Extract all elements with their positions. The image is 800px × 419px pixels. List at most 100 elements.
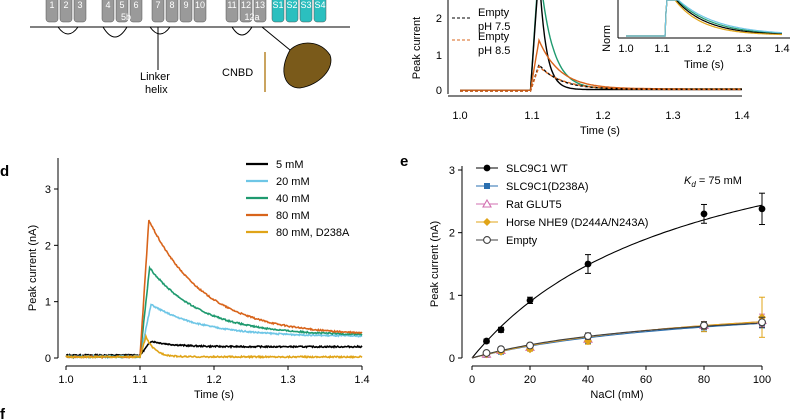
panel-e-point-SLC9C1-WT (758, 205, 766, 213)
tm-segment-label: 11 (227, 0, 236, 10)
inset-xtick: 1.3 (736, 43, 751, 55)
panel-e-xtick-label: 20 (524, 374, 536, 386)
top-xlabel: Time (s) (580, 125, 620, 137)
tm-segment-label: 1 (49, 0, 54, 10)
panel-e-point-SLC9C1-WT (700, 210, 708, 218)
panel-e-legend-label: Horse NHE9 (D244A/N243A) (506, 217, 648, 229)
panel-d-ytick-label: 1 (45, 297, 51, 309)
panel-e-legend-label: SLC9C1 WT (506, 163, 568, 175)
panel-e-ytick-label: 1 (449, 290, 455, 302)
panel-e-legend-label: Rat GLUT5 (506, 199, 562, 211)
tm-segment-8 (165, 0, 179, 23)
panel-e-xlabel: NaCl (mM) (590, 389, 643, 401)
panel-d-legend-label: 40 mM (276, 193, 310, 205)
tm-segment-10 (193, 0, 207, 23)
panel-e-points (481, 192, 767, 359)
panel-e-xtick-label: 60 (640, 374, 652, 386)
inset-trace-blue (626, 0, 782, 37)
tm-segment-S1 (271, 0, 285, 23)
panel-e-axes: 0 1 2 3 0 20 40 60 80 100 (449, 165, 771, 386)
tm-segment-S2 (285, 0, 299, 23)
tm-segment-6 (129, 0, 143, 23)
panel-d-line-5-mM (65, 340, 363, 358)
tm-sub-label: 12a (244, 12, 259, 22)
panel-letter-f: f (0, 406, 6, 419)
tm-segment-label: 3 (77, 0, 82, 10)
panel-e-fit-Horse-NHE9-D244A-N243A- (471, 321, 763, 359)
panel-d-ytick-label: 0 (45, 353, 51, 365)
tm-sub-label: 5b (121, 12, 131, 22)
panel-e-xtick-label: 0 (469, 374, 475, 386)
top-trace-panel: Peak current 2 1 0 1.0 1.1 1.2 1.3 1.4 T… (411, 0, 750, 137)
panel-e-point-SLC9C1-WT (584, 260, 592, 268)
cnbd-connector (261, 26, 291, 51)
panel-e-point-Empty (758, 318, 766, 327)
tm-segment-2 (59, 0, 73, 23)
panel-d-chart: 0 1 2 3 1.0 1.1 1.2 1.3 1.4 5 mM 20 mM 40 mM 80 mM 8… (27, 158, 370, 401)
tm-segment-13 (253, 0, 267, 23)
top-xtick: 1.4 (734, 110, 749, 122)
panel-e-point-Empty (497, 345, 505, 354)
tm-segment-label: 2 (63, 0, 68, 10)
top-xtick: 1.2 (595, 110, 610, 122)
panel-d-ytick-label: 3 (45, 184, 51, 196)
tm-segment-S4 (313, 0, 327, 23)
panel-d-legend-label: 5 mM (276, 159, 304, 171)
inset-xtick: 1.1 (654, 43, 669, 55)
tm-segment-label: 8 (169, 0, 174, 10)
panel-d-line-80-mM (65, 219, 363, 359)
panel-e-point-SLC9C1-WT (483, 337, 490, 345)
panel-e-point-Empty (700, 321, 708, 330)
panel-d-legend-label: 20 mM (276, 176, 310, 188)
tm-segment-label: S3 (300, 0, 311, 10)
kd-annotation: Kd = 75 mM (684, 175, 742, 189)
panel-e-fits (471, 204, 763, 359)
panel-e-fit-SLC9C1-D238A- (471, 322, 763, 359)
tm-segment-label: S4 (314, 0, 325, 10)
tm-segment-7 (151, 0, 165, 23)
panel-d-line-80-mM-D238A (65, 333, 363, 359)
tm-segment-label: 7 (155, 0, 160, 10)
top-traces (460, 0, 742, 92)
tm-segment-5 (115, 0, 129, 23)
panel-d-xtick-label: 1.1 (132, 374, 147, 386)
top-ytick: 0 (436, 85, 442, 97)
tm-segment-3 (73, 0, 87, 23)
panel-e-point-Empty (482, 349, 491, 357)
panel-d-xlabel: Time (s) (194, 389, 234, 401)
panel-e-fit-Rat-GLUT5 (471, 321, 763, 359)
intracellular-loops (57, 26, 253, 38)
panel-e-legend-marker (482, 198, 492, 208)
panel-d-lines (65, 219, 363, 360)
top-ytick: 1 (436, 50, 442, 62)
tm-segment-label: 5 (119, 0, 124, 10)
panel-e-legend-marker (483, 236, 491, 244)
panel-d-line-40-mM (65, 265, 363, 360)
panel-d-ylabel: Peak current (nA) (27, 225, 39, 311)
tm-segment-label: 12 (241, 0, 251, 10)
panel-d-xtick-label: 1.4 (354, 374, 369, 386)
panel-d-xtick-label: 1.3 (280, 374, 295, 386)
tm-segment-label: 6 (133, 0, 138, 10)
top-xtick: 1.3 (665, 110, 680, 122)
inset-xlabel: Time (s) (684, 59, 724, 71)
top-ylabel: Peak current (411, 17, 423, 79)
panel-e-xtick-label: 40 (582, 374, 594, 386)
top-xtick: 1.1 (524, 110, 539, 122)
top-legend-label: Empty (478, 7, 510, 19)
tm-segment-S3 (299, 0, 313, 23)
panel-d-xtick-label: 1.0 (58, 374, 73, 386)
panel-e-ylabel: Peak current (nA) (429, 221, 441, 307)
inset-xtick: 1.2 (696, 43, 711, 55)
tm-segment-label: 4 (105, 0, 110, 10)
inset-traces (626, 0, 782, 37)
panel-e-legend-marker (483, 164, 491, 172)
panel-d-legend: 5 mM 20 mM 40 mM 80 mM 80 mM, D238A (246, 159, 350, 239)
top-xtick: 1.0 (452, 110, 467, 122)
tm-segment-label: S1 (272, 0, 283, 10)
panel-e-point-Empty (526, 341, 534, 350)
panel-e-point-SLC9C1-WT (526, 296, 534, 304)
